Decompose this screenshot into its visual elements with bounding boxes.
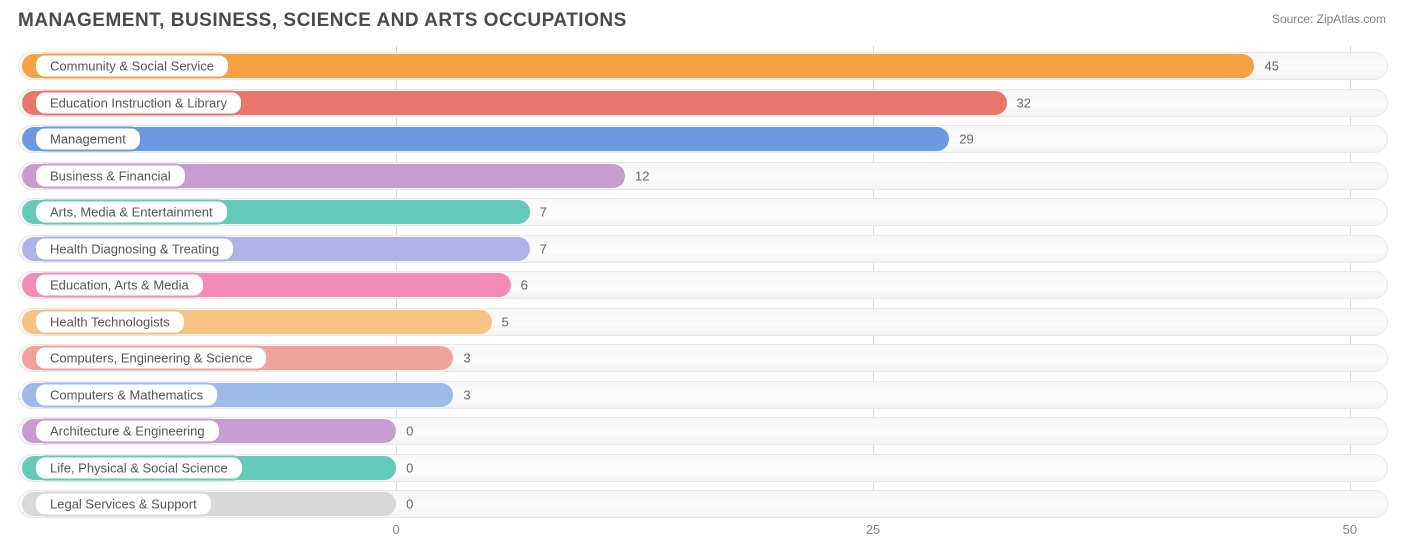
x-tick-label: 25: [866, 522, 880, 537]
chart-row: Community & Social Service 45: [18, 50, 1388, 82]
source-prefix: Source:: [1272, 12, 1313, 26]
category-label: Life, Physical & Social Science: [34, 455, 244, 480]
category-label: Health Diagnosing & Treating: [34, 236, 235, 261]
value-label: 7: [540, 205, 547, 220]
x-tick-label: 0: [393, 522, 400, 537]
chart-row: Life, Physical & Social Science 0: [18, 452, 1388, 484]
chart-row: Health Technologists 5: [18, 306, 1388, 338]
value-label: 3: [463, 351, 470, 366]
category-label: Community & Social Service: [34, 54, 230, 79]
category-label: Education Instruction & Library: [34, 90, 243, 115]
bar: [22, 127, 949, 151]
chart-row: Computers & Mathematics 3: [18, 379, 1388, 411]
value-label: 12: [635, 168, 649, 183]
value-label: 0: [406, 497, 413, 512]
chart-area: Community & Social Service 45 Education In…: [18, 46, 1388, 541]
category-label: Architecture & Engineering: [34, 419, 221, 444]
category-label: Business & Financial: [34, 163, 187, 188]
category-label: Computers & Mathematics: [34, 382, 219, 407]
x-tick-label: 50: [1343, 522, 1357, 537]
value-label: 32: [1017, 95, 1031, 110]
chart-row: Legal Services & Support 0: [18, 488, 1388, 520]
value-label: 0: [406, 460, 413, 475]
chart-row: Education, Arts & Media 6: [18, 269, 1388, 301]
value-label: 45: [1264, 59, 1278, 74]
bars-container: Community & Social Service 45 Education In…: [18, 50, 1388, 513]
value-label: 3: [463, 387, 470, 402]
chart-row: Architecture & Engineering 0: [18, 415, 1388, 447]
value-label: 29: [959, 132, 973, 147]
chart-row: Arts, Media & Entertainment 7: [18, 196, 1388, 228]
value-label: 5: [502, 314, 509, 329]
category-label: Arts, Media & Entertainment: [34, 200, 229, 225]
source-name: ZipAtlas.com: [1317, 12, 1386, 26]
chart-title: MANAGEMENT, BUSINESS, SCIENCE AND ARTS O…: [18, 10, 627, 32]
value-label: 6: [521, 278, 528, 293]
category-label: Management: [34, 127, 142, 152]
category-label: Education, Arts & Media: [34, 273, 205, 298]
chart-row: Education Instruction & Library 32: [18, 87, 1388, 119]
category-label: Legal Services & Support: [34, 492, 213, 517]
category-label: Health Technologists: [34, 309, 186, 334]
value-label: 7: [540, 241, 547, 256]
chart-row: Business & Financial 12: [18, 160, 1388, 192]
category-label: Computers, Engineering & Science: [34, 346, 268, 371]
value-label: 0: [406, 424, 413, 439]
chart-row: Management 29: [18, 123, 1388, 155]
chart-row: Computers, Engineering & Science 3: [18, 342, 1388, 374]
chart-row: Health Diagnosing & Treating 7: [18, 233, 1388, 265]
source-attribution: Source: ZipAtlas.com: [1272, 12, 1386, 26]
